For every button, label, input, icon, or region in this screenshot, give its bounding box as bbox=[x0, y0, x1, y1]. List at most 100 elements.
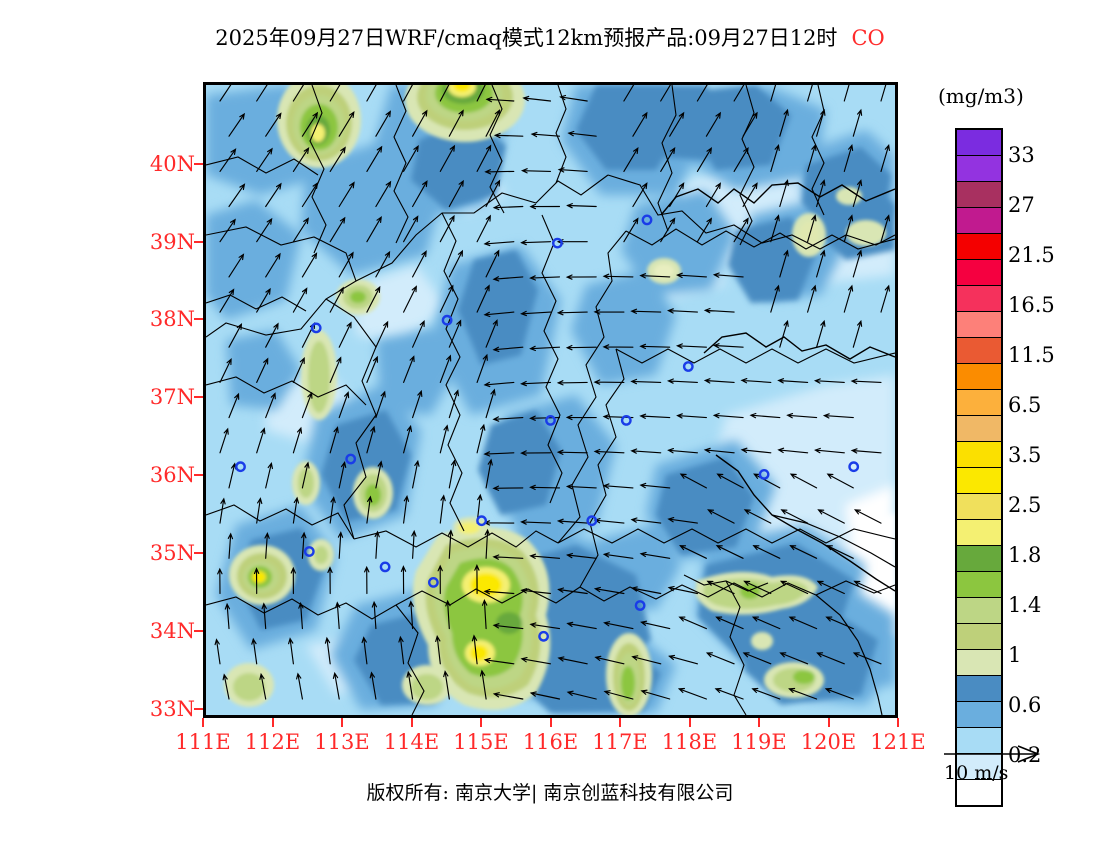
wind-arrow-icon bbox=[706, 580, 735, 595]
wind-arrow-icon bbox=[816, 580, 845, 595]
wind-arrow-icon bbox=[593, 379, 625, 385]
wind-arrow-icon bbox=[593, 586, 625, 595]
wind-arrow-icon bbox=[707, 509, 735, 524]
wind-arrow-icon bbox=[439, 214, 455, 243]
colorbar-band-15 bbox=[957, 520, 1001, 546]
wind-arrow-icon bbox=[338, 391, 350, 419]
wind-arrow-icon bbox=[529, 275, 561, 281]
x-label-116E: 116E bbox=[522, 730, 579, 754]
wind-arrow-icon bbox=[292, 85, 305, 102]
wind-arrow-icon bbox=[529, 622, 561, 630]
x-label-118E: 118E bbox=[661, 730, 718, 754]
wind-arrow-icon bbox=[219, 85, 232, 102]
wind-arrow-icon bbox=[219, 358, 232, 383]
wind-arrow-icon bbox=[301, 252, 318, 278]
wind-arrow-icon bbox=[292, 426, 303, 454]
wind-arrow-icon bbox=[485, 458, 493, 489]
wind-arrow-icon bbox=[660, 146, 676, 172]
wind-arrow-icon bbox=[740, 447, 772, 454]
wind-arrow-icon bbox=[825, 545, 854, 559]
wind-arrow-icon bbox=[843, 284, 854, 313]
y-tick-34N bbox=[194, 629, 203, 632]
wind-arrow-icon bbox=[623, 217, 639, 243]
x-label-111E: 111E bbox=[175, 730, 231, 754]
wind-arrow-icon bbox=[705, 652, 735, 665]
colorbar-label-21.5: 21.5 bbox=[1008, 243, 1055, 267]
x-tick-120E bbox=[827, 718, 830, 727]
wind-arrow-icon bbox=[251, 637, 258, 665]
wind-arrow-icon bbox=[556, 449, 588, 455]
colorbar-label-1: 1 bbox=[1008, 643, 1022, 667]
wind-arrow-icon bbox=[843, 214, 854, 243]
wind-arrow-icon bbox=[445, 599, 451, 630]
wind-arrow-icon bbox=[375, 320, 389, 348]
map-plot-area[interactable]: 111E 112E 113E 114E 115E 116E 117E 118E 119E 120E… bbox=[150, 82, 926, 754]
wind-arrow-icon bbox=[228, 183, 246, 208]
wind-arrow-icon bbox=[660, 85, 671, 102]
y-tick-40N bbox=[194, 162, 203, 165]
wind-arrow-icon bbox=[880, 85, 887, 102]
wind-arrow-icon bbox=[565, 344, 597, 351]
wind-arrow-icon bbox=[566, 621, 597, 630]
wind-arrow-icon bbox=[228, 112, 245, 137]
wind-arrow-icon bbox=[476, 423, 486, 454]
wind-arrow-icon bbox=[669, 182, 685, 208]
wind-arrow-icon bbox=[777, 447, 809, 454]
wind-arrow-icon bbox=[668, 654, 698, 665]
x-label-112E: 112E bbox=[244, 730, 301, 754]
wind-arrow-icon bbox=[779, 108, 789, 137]
wind-arrow-icon bbox=[375, 180, 392, 208]
wind-arrow-icon bbox=[219, 218, 236, 243]
wind-arrow-icon bbox=[520, 519, 552, 525]
colorbar-label-6.5: 6.5 bbox=[1008, 393, 1042, 417]
wind-arrow-icon bbox=[566, 203, 597, 209]
wind-arrow-icon bbox=[743, 509, 772, 524]
wind-arrow-icon bbox=[222, 673, 230, 700]
wind-arrow-icon bbox=[733, 85, 745, 102]
colorbar-band-20 bbox=[957, 650, 1001, 676]
wind-arrow-icon bbox=[843, 85, 850, 102]
wind-arrow-icon bbox=[338, 110, 355, 137]
wind-arrow-icon bbox=[481, 598, 488, 630]
wind-arrow-icon bbox=[529, 484, 561, 491]
wind-arrow-icon bbox=[292, 287, 308, 313]
wind-arrow-icon bbox=[301, 391, 313, 419]
colorbar-label-33: 33 bbox=[1008, 143, 1035, 167]
wind-vector-layer bbox=[214, 85, 890, 700]
wind-arrow-icon bbox=[292, 146, 310, 172]
wind-arrow-icon bbox=[565, 552, 597, 559]
wind-arrow-icon bbox=[324, 636, 331, 665]
wind-arrow-icon bbox=[520, 168, 552, 174]
x-tick-115E bbox=[480, 718, 482, 727]
wind-arrow-icon bbox=[492, 276, 524, 282]
colorbar-label-0.6: 0.6 bbox=[1008, 693, 1042, 717]
wind-arrow-icon bbox=[679, 473, 707, 489]
wind-arrow-icon bbox=[852, 319, 863, 348]
colorbar-band-10 bbox=[957, 390, 1001, 416]
x-label-119E: 119E bbox=[731, 730, 787, 754]
wind-arrow-icon bbox=[594, 655, 625, 665]
wind-arrow-icon bbox=[602, 483, 634, 489]
wind-arrow-icon bbox=[476, 85, 486, 102]
x-label-113E: 113E bbox=[314, 730, 370, 754]
wind-arrow-icon bbox=[265, 462, 273, 489]
colorbar[interactable] bbox=[955, 128, 1003, 807]
x-label-117E: 117E bbox=[592, 730, 648, 754]
wind-arrow-icon bbox=[666, 378, 698, 384]
wind-arrow-icon bbox=[301, 531, 307, 559]
colorbar-label-11.5: 11.5 bbox=[1008, 343, 1055, 367]
wind-arrow-icon bbox=[484, 528, 490, 559]
wind-arrow-icon bbox=[439, 85, 450, 102]
wind-arrow-icon bbox=[335, 601, 341, 630]
wind-arrow-icon bbox=[369, 671, 377, 700]
wind-arrow-icon bbox=[329, 216, 346, 243]
wind-arrow-icon bbox=[219, 497, 226, 524]
wind-arrow-icon bbox=[520, 380, 552, 387]
wind-arrow-icon bbox=[485, 109, 501, 137]
x-tick-117E bbox=[619, 718, 621, 727]
map-canvas[interactable] bbox=[203, 82, 898, 718]
wind-arrow-icon bbox=[703, 447, 735, 454]
wind-arrow-icon bbox=[371, 600, 378, 630]
wind-arrow-icon bbox=[751, 616, 781, 630]
wind-arrow-icon bbox=[265, 322, 279, 348]
